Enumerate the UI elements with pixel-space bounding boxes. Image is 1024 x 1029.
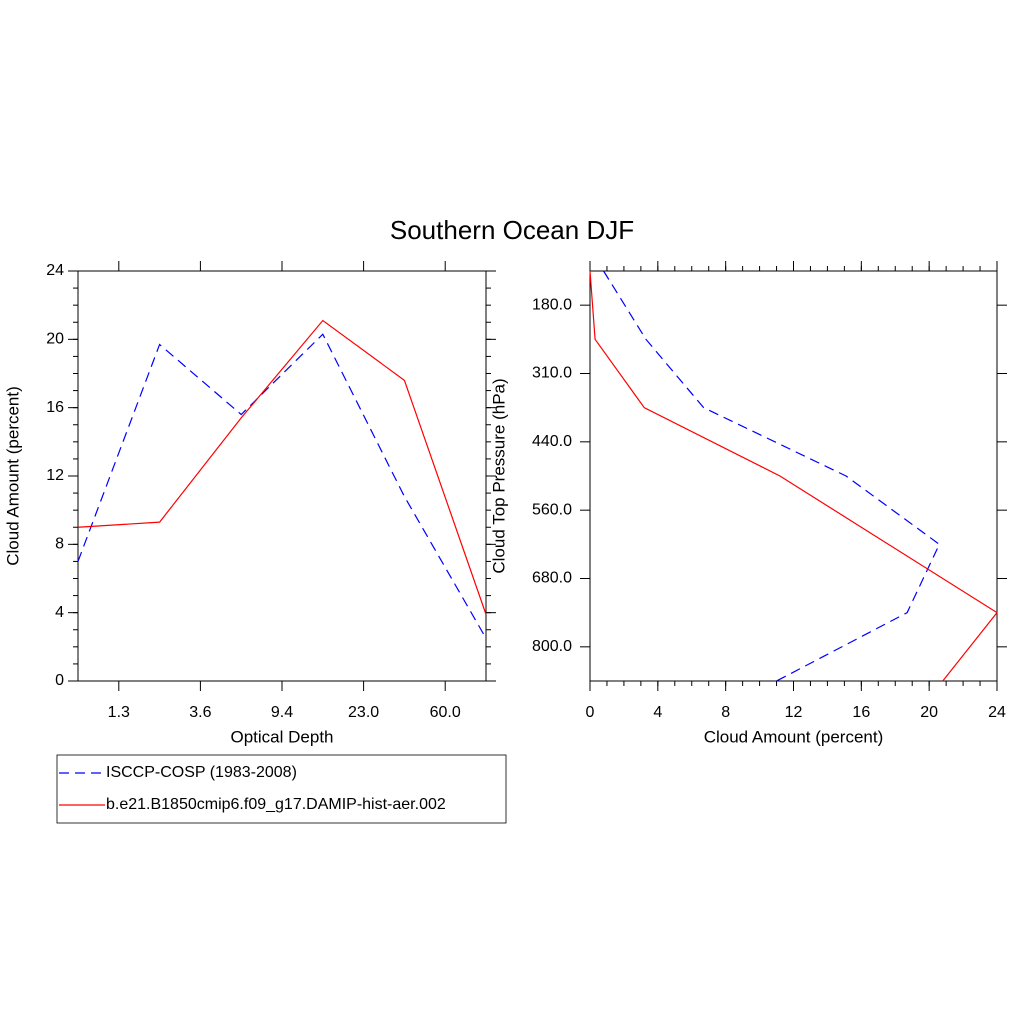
figure-title: Southern Ocean DJF [390, 215, 634, 245]
y-tick-label: 8 [55, 536, 64, 553]
y-tick-label: 4 [55, 604, 64, 621]
x-tick-label: 60.0 [430, 704, 461, 721]
x-axis-label: Cloud Amount (percent) [704, 727, 884, 746]
legend-box [56, 754, 507, 824]
x-tick-label: 12 [785, 704, 803, 721]
x-tick-label: 24 [988, 704, 1006, 721]
x-tick-label: 0 [586, 704, 595, 721]
y-tick-label: 680.0 [532, 570, 572, 587]
y-tick-label: 800.0 [532, 638, 572, 655]
y-tick-label: 24 [46, 262, 64, 279]
x-tick-label: 23.0 [348, 704, 379, 721]
x-tick-label: 4 [653, 704, 662, 721]
y-tick-label: 12 [46, 467, 64, 484]
y-tick-label: 16 [46, 399, 64, 416]
x-tick-label: 1.3 [108, 704, 130, 721]
y-tick-label: 440.0 [532, 433, 572, 450]
y-axis-label: Cloud Top Pressure (hPa) [489, 378, 508, 573]
y-tick-label: 310.0 [532, 365, 572, 382]
series-line [77, 333, 487, 639]
series-line [77, 319, 487, 615]
y-tick-label: 180.0 [532, 296, 572, 313]
x-tick-label: 20 [920, 704, 938, 721]
series-line [589, 270, 998, 682]
x-tick-label: 16 [852, 704, 870, 721]
series-line [603, 270, 941, 682]
x-tick-label: 3.6 [189, 704, 211, 721]
y-tick-label: 0 [55, 672, 64, 689]
x-axis-label: Optical Depth [231, 727, 334, 746]
x-tick-label: 8 [721, 704, 730, 721]
legend-label: ISCCP-COSP (1983-2008) [106, 764, 297, 781]
x-tick-label: 9.4 [271, 704, 293, 721]
y-axis-label: Cloud Amount (percent) [3, 386, 22, 566]
legend-label: b.e21.B1850cmip6.f09_g17.DAMIP-hist-aer.… [106, 796, 446, 813]
y-tick-label: 560.0 [532, 501, 572, 518]
y-tick-label: 20 [46, 331, 64, 348]
